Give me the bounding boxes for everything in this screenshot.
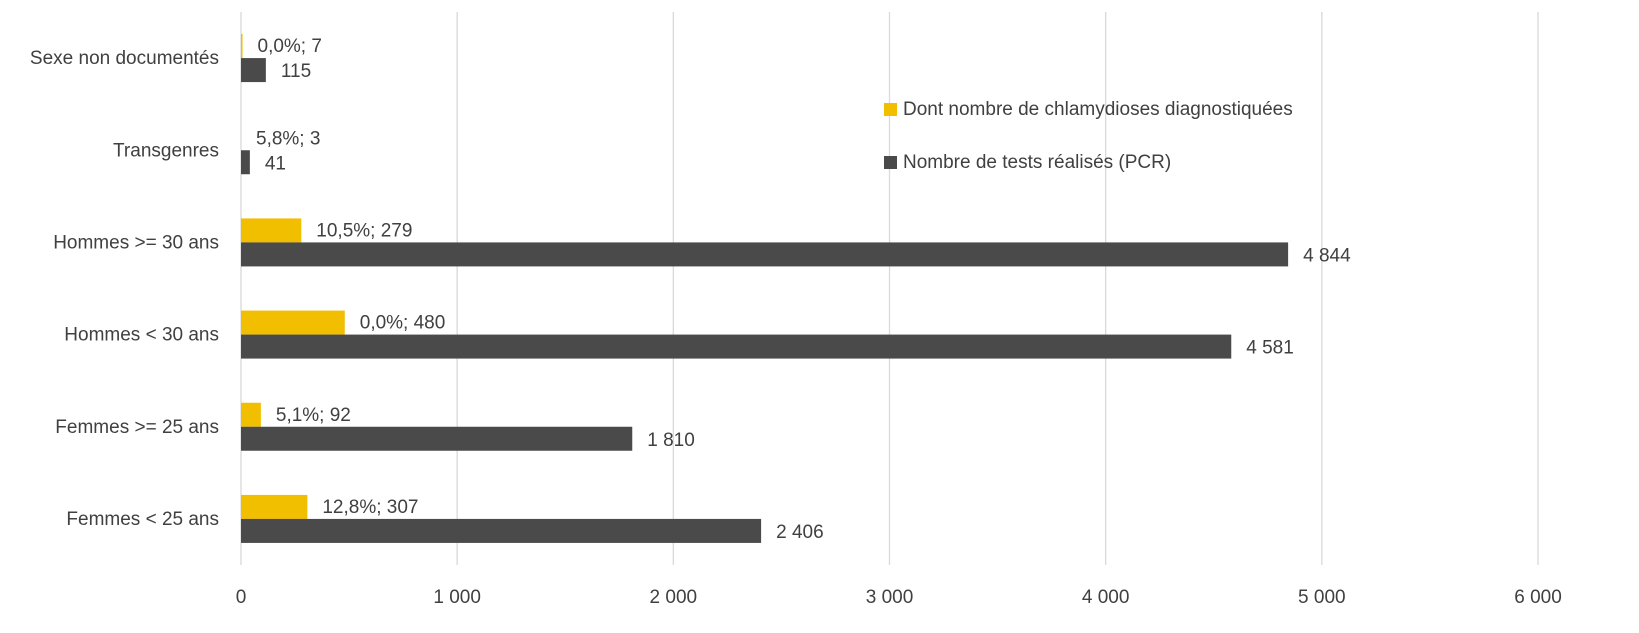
x-tick-label: 1 000 xyxy=(433,587,481,608)
bar-diagnosed xyxy=(241,310,345,335)
x-tick-label: 4 000 xyxy=(1082,587,1130,608)
x-tick-label: 6 000 xyxy=(1514,587,1562,608)
data-label-tests: 4 581 xyxy=(1246,338,1294,359)
category-label: Sexe non documentés xyxy=(30,48,219,69)
x-tick-label: 5 000 xyxy=(1298,587,1346,608)
bar-tests xyxy=(241,426,633,451)
data-label-diagnosed: 12,8%; 307 xyxy=(322,497,418,518)
category-label: Femmes < 25 ans xyxy=(66,509,219,530)
bar-diagnosed xyxy=(241,218,302,243)
bar-diagnosed xyxy=(241,34,243,59)
data-label-tests: 1 810 xyxy=(647,430,695,451)
bar-tests xyxy=(241,58,266,83)
bar-tests xyxy=(241,242,1289,267)
category-label: Hommes < 30 ans xyxy=(64,325,219,346)
data-label-tests: 2 406 xyxy=(776,522,824,543)
data-label-diagnosed: 0,0%; 480 xyxy=(360,313,446,334)
x-tick-label: 0 xyxy=(236,587,247,608)
bar-tests xyxy=(241,334,1232,359)
data-label-diagnosed: 5,8%; 3 xyxy=(256,128,320,149)
legend-item-tests: Nombre de tests réalisés (PCR) xyxy=(884,149,1293,176)
data-label-tests: 4 844 xyxy=(1303,245,1351,266)
category-label: Transgenres xyxy=(113,140,219,161)
bar-diagnosed xyxy=(241,402,261,427)
x-tick-label: 2 000 xyxy=(650,587,698,608)
data-label-tests: 41 xyxy=(265,153,286,174)
category-label: Hommes >= 30 ans xyxy=(53,232,219,253)
data-label-diagnosed: 0,0%; 7 xyxy=(258,36,322,57)
data-label-diagnosed: 10,5%; 279 xyxy=(316,220,412,241)
data-label-tests: 115 xyxy=(281,61,311,82)
x-tick-label: 3 000 xyxy=(866,587,914,608)
bar-tests xyxy=(241,150,250,175)
category-label: Femmes >= 25 ans xyxy=(55,417,219,438)
data-label-diagnosed: 5,1%; 92 xyxy=(276,405,351,426)
legend-label-tests: Nombre de tests réalisés (PCR) xyxy=(903,151,1172,173)
bar-diagnosed xyxy=(241,494,308,519)
legend-swatch-tests xyxy=(884,156,897,169)
legend: Dont nombre de chlamydioses diagnostiqué… xyxy=(884,96,1293,202)
legend-swatch-diagnosed xyxy=(884,103,897,116)
legend-label-diagnosed: Dont nombre de chlamydioses diagnostiqué… xyxy=(903,98,1293,120)
bar-tests xyxy=(241,518,762,543)
legend-item-diagnosed: Dont nombre de chlamydioses diagnostiqué… xyxy=(884,96,1293,123)
